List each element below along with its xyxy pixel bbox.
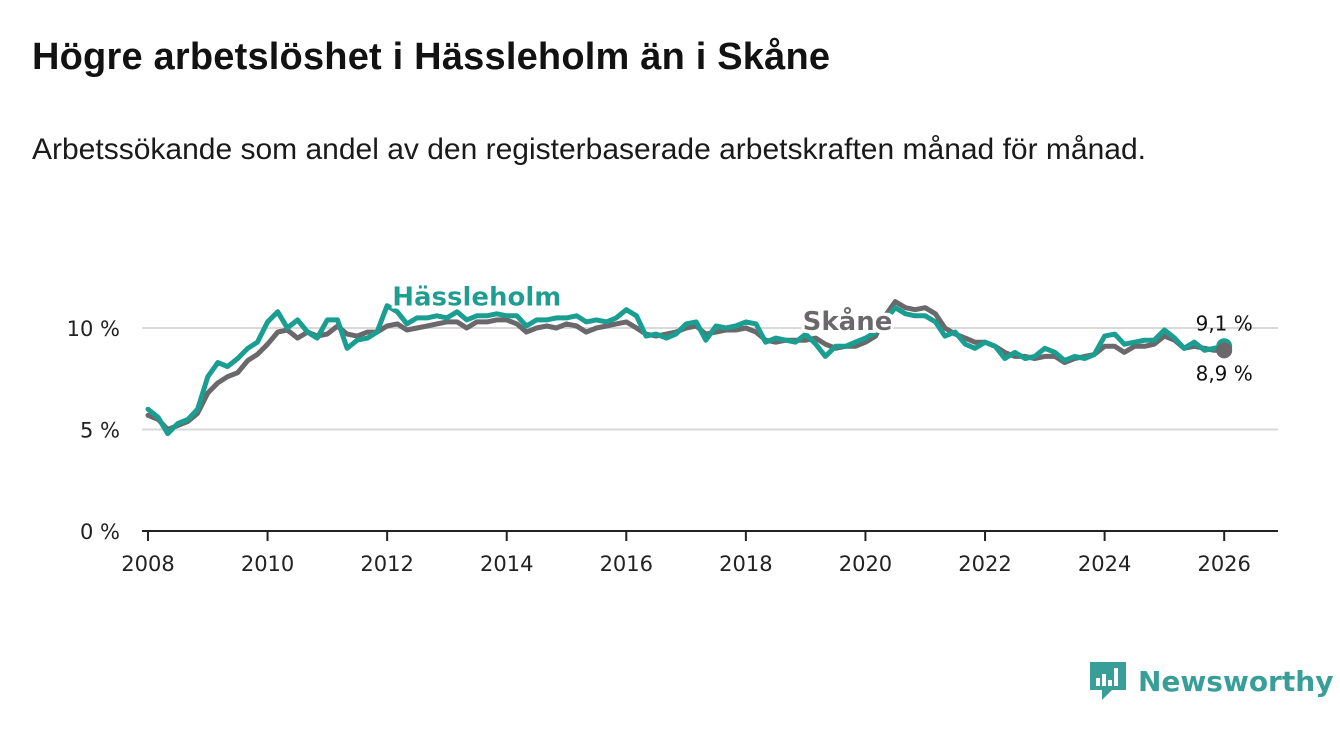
- x-axis-labels: 2008 2010 2012 2014 2016 2018 2020 2022 2024 2026: [121, 552, 1251, 576]
- end-marker: [1216, 342, 1233, 359]
- series-lines: [145, 299, 1227, 437]
- x-axis: [142, 530, 1278, 541]
- x-tick-label: 2012: [360, 552, 413, 576]
- x-tick-label: 2016: [600, 552, 653, 576]
- newsworthy-logo-icon: [1090, 662, 1126, 700]
- series-label-sk-ne: Skåne: [803, 305, 893, 337]
- x-tick-label: 2024: [1078, 552, 1131, 576]
- series-line-sk-ne: [145, 299, 1227, 432]
- series-line-h-ssleholm: [145, 303, 1227, 437]
- series-annotations: Hässleholm Skåne: [392, 283, 892, 337]
- x-tick-label: 2018: [719, 552, 772, 576]
- chart-subtitle: Arbetssökande som andel av den registerb…: [32, 133, 1146, 166]
- y-tick-label: 0 %: [80, 520, 120, 544]
- y-axis-labels: 0 % 5 % 10 %: [67, 317, 120, 544]
- x-tick-label: 2022: [958, 552, 1011, 576]
- x-tick-label: 2026: [1197, 552, 1250, 576]
- x-tick-label: 2020: [839, 552, 892, 576]
- chart-title: Högre arbetslöshet i Hässleholm än i Skå…: [32, 36, 831, 78]
- end-markers: 9,1 % 8,9 %: [1196, 311, 1253, 385]
- brand-name: Newsworthy: [1138, 664, 1334, 698]
- x-tick-label: 2010: [241, 552, 294, 576]
- y-tick-label: 10 %: [67, 317, 120, 341]
- grid-lines: [142, 327, 1278, 431]
- newsworthy-brand[interactable]: Newsworthy: [1088, 660, 1333, 702]
- end-value-label: 9,1 %: [1196, 311, 1253, 335]
- end-value-label: 8,9 %: [1196, 361, 1253, 385]
- x-tick-label: 2014: [480, 552, 533, 576]
- y-tick-label: 5 %: [80, 419, 120, 443]
- x-tick-label: 2008: [121, 552, 174, 576]
- series-label-h-ssleholm: Hässleholm: [392, 283, 561, 313]
